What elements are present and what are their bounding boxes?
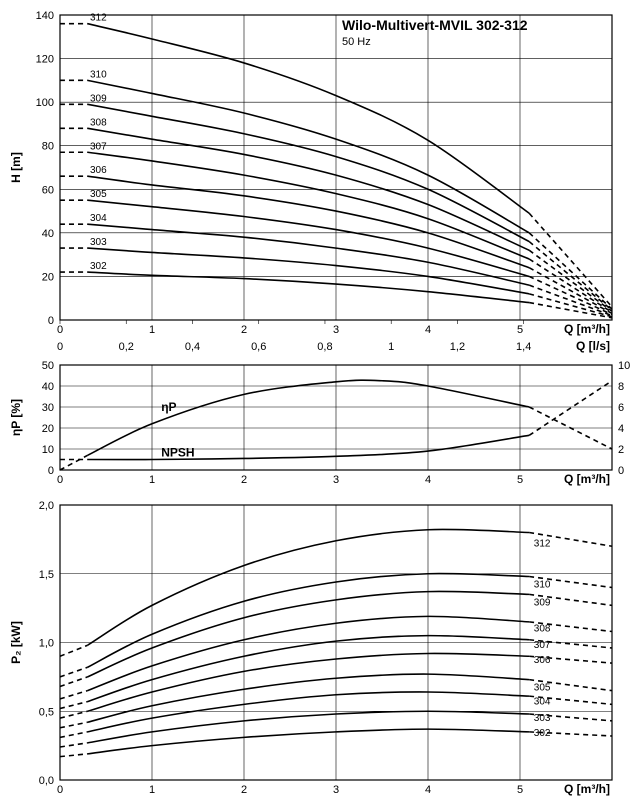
- svg-text:1,5: 1,5: [39, 569, 54, 581]
- svg-text:0,0: 0,0: [39, 775, 54, 787]
- curve-label: 302: [90, 261, 107, 272]
- curve-label: 306: [90, 165, 107, 176]
- svg-text:80: 80: [42, 141, 54, 153]
- svg-text:1: 1: [149, 784, 155, 796]
- chart-title: Wilo-Multivert-MVIL 302-312: [342, 17, 528, 33]
- svg-text:ηP [%]: ηP [%]: [9, 399, 23, 436]
- chart-subtitle: 50 Hz: [342, 36, 371, 48]
- curve-label: 304: [90, 213, 107, 224]
- power-curve-label: 305: [534, 683, 551, 694]
- svg-text:4: 4: [425, 474, 431, 486]
- svg-text:2: 2: [241, 784, 247, 796]
- svg-text:0: 0: [48, 465, 54, 477]
- power-curve-label: 307: [534, 640, 551, 651]
- svg-text:3: 3: [333, 784, 339, 796]
- curve-label: 312: [90, 13, 107, 24]
- svg-text:0: 0: [57, 341, 63, 353]
- svg-text:0,2: 0,2: [119, 341, 134, 353]
- svg-text:0: 0: [57, 784, 63, 796]
- svg-text:1,4: 1,4: [516, 341, 531, 353]
- svg-text:Q [m³/h]: Q [m³/h]: [564, 782, 610, 796]
- power-curve-label: 304: [534, 696, 551, 707]
- curve-label: 307: [90, 141, 107, 152]
- power-curve-label: 308: [534, 624, 551, 635]
- curve-label: 309: [90, 93, 107, 104]
- svg-text:40: 40: [42, 228, 54, 240]
- curve-label: 308: [90, 117, 107, 128]
- svg-text:Q [m³/h]: Q [m³/h]: [564, 322, 610, 336]
- npsh-label: NPSH: [161, 445, 194, 459]
- svg-text:50: 50: [42, 360, 54, 372]
- svg-text:Q [m³/h]: Q [m³/h]: [564, 472, 610, 486]
- svg-text:40: 40: [42, 381, 54, 393]
- power-curve-label: 310: [534, 580, 551, 591]
- svg-text:4: 4: [618, 423, 624, 435]
- svg-text:5: 5: [517, 474, 523, 486]
- svg-text:10: 10: [618, 360, 630, 372]
- svg-text:H [m]: H [m]: [9, 152, 23, 183]
- svg-text:8: 8: [618, 381, 624, 393]
- svg-text:3: 3: [333, 474, 339, 486]
- svg-text:2: 2: [618, 444, 624, 456]
- power-curve-label: 306: [534, 655, 551, 666]
- svg-text:100: 100: [36, 97, 54, 109]
- svg-text:P₂ [kW]: P₂ [kW]: [9, 621, 23, 664]
- svg-text:5: 5: [517, 784, 523, 796]
- curve-label: 305: [90, 189, 107, 200]
- svg-text:2: 2: [241, 324, 247, 336]
- svg-text:0: 0: [48, 315, 54, 327]
- curve-label: 303: [90, 237, 107, 248]
- svg-text:0,6: 0,6: [251, 341, 266, 353]
- svg-text:0,4: 0,4: [185, 341, 200, 353]
- svg-text:0,8: 0,8: [317, 341, 332, 353]
- svg-text:120: 120: [36, 54, 54, 66]
- svg-text:20: 20: [42, 271, 54, 283]
- svg-text:4: 4: [425, 784, 431, 796]
- svg-text:5: 5: [517, 324, 523, 336]
- pump-curve-chart: Wilo-Multivert-MVIL 302-31250 Hz02040608…: [0, 0, 632, 800]
- power-curve-label: 312: [534, 538, 551, 549]
- svg-text:10: 10: [42, 444, 54, 456]
- eta-label: ηP: [161, 400, 176, 414]
- power-curve-label: 309: [534, 597, 551, 608]
- svg-text:0: 0: [618, 465, 624, 477]
- svg-text:6: 6: [618, 402, 624, 414]
- svg-text:0: 0: [57, 324, 63, 336]
- svg-text:0: 0: [57, 474, 63, 486]
- svg-text:140: 140: [36, 10, 54, 22]
- svg-text:1: 1: [149, 324, 155, 336]
- svg-text:30: 30: [42, 402, 54, 414]
- curve-label: 310: [90, 69, 107, 80]
- svg-text:1: 1: [149, 474, 155, 486]
- svg-text:2,0: 2,0: [39, 500, 54, 512]
- svg-text:20: 20: [42, 423, 54, 435]
- svg-text:2: 2: [241, 474, 247, 486]
- svg-text:3: 3: [333, 324, 339, 336]
- svg-text:1,2: 1,2: [450, 341, 465, 353]
- svg-text:1,0: 1,0: [39, 638, 54, 650]
- svg-text:0,5: 0,5: [39, 706, 54, 718]
- svg-text:60: 60: [42, 184, 54, 196]
- svg-text:1: 1: [388, 341, 394, 353]
- svg-text:Q [l/s]: Q [l/s]: [576, 339, 610, 353]
- power-curve-label: 303: [534, 713, 551, 724]
- power-curve-label: 302: [534, 728, 551, 739]
- svg-text:4: 4: [425, 324, 431, 336]
